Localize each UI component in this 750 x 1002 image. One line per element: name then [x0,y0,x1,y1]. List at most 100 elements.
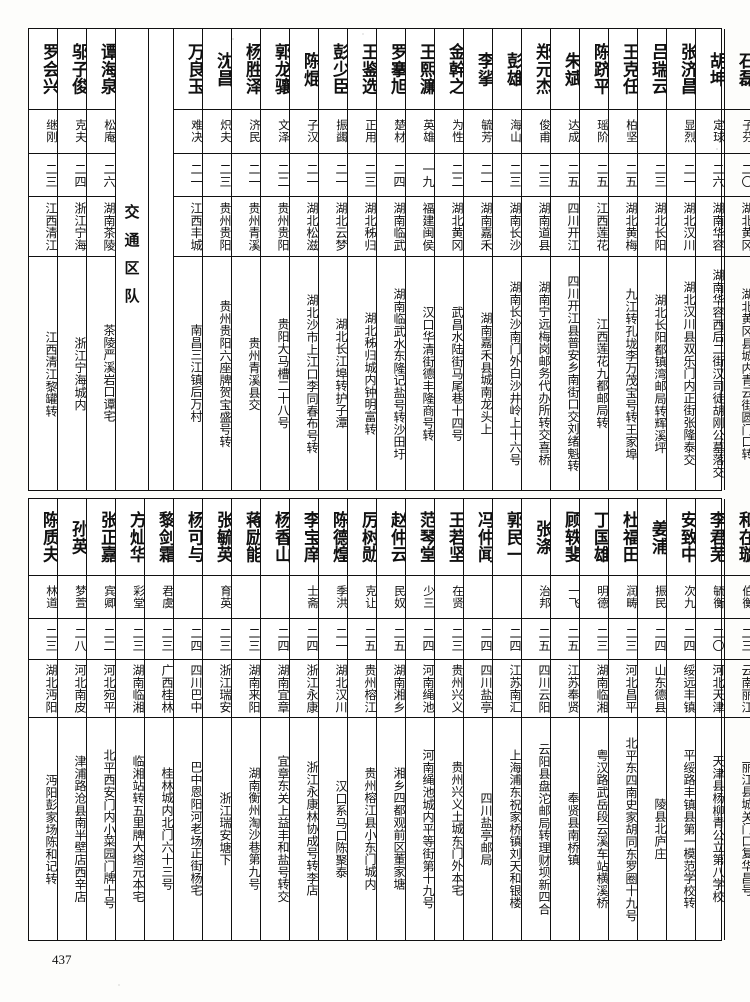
roster-column[interactable]: 顾轶斐 一飞 二五 江苏奉贤 奉贤县南桥镇 [551,499,580,940]
roster-column[interactable]: 邬子俊 克夫 二四 浙江宁海 浙江宁海城内 [58,29,87,490]
roster-column[interactable]: 和在璇 伯衡 二三 云南丽江 丽江县城关门口复华昌号 [725,499,750,940]
roster-table-top: 罗会兴 继刚 二三 江西清江 江西清江黎罐转 邬子俊 克夫 二四 浙江宁海 浙江宁海城内 谭海泉 松庵… [28,28,750,491]
cell-alias: 明德 [580,576,608,619]
roster-column[interactable]: 王熙濂 英雄 一九 福建闽侯 汉口华清街德丰隆商号转 [406,29,435,490]
cell-alias: 君虞 [145,576,173,619]
cell-name: 和在璇 [725,499,750,577]
cell-age: 二三 [580,619,608,661]
roster-column[interactable]: 杨胜泽 济民 二一 贵州青溪 贵州青溪县交 [232,29,261,490]
cell-age: 二二 [87,619,115,661]
roster-column[interactable]: 李挲 毓芳 二一 湖南嘉禾 湖南嘉禾县城南龙头上 [464,29,493,490]
roster-column[interactable]: 万良玉 难决 二一 江西丰城 南昌三江镇后万村 [174,29,203,490]
cell-alias: 为性 [435,110,463,154]
cell-name: 郑元杰 [522,29,550,110]
cell-address: 九江转孔垅李万茂宝号转王家埠 [624,287,637,460]
cell-address: 湖南长沙南门外白沙井岭上十六号 [508,281,521,466]
roster-column[interactable]: 黎剑霜 君虞 二三 广西桂林 桂林城内北门六十三号 [145,499,174,940]
cell-age: 二五 [551,619,579,661]
cell-origin: 湖南华容 [696,197,724,258]
cell-name: 金幹之 [435,29,463,110]
roster-column[interactable]: 郭民一 二四 江苏南汇 上海浦东祝家桥镇刘天和银楼 [493,499,522,940]
roster-column[interactable]: 张济昌 显烈 二一 湖北汉川 湖北汉川县双乐门内正街张隆泰交 [667,29,696,490]
cell-age: 二三 [29,619,57,661]
roster-column[interactable]: 厉树勋 克让 二五 贵州榕江 贵州榕江县小东门城内 [348,499,377,940]
roster-column[interactable]: 丁国雄 明德 二三 湖南临湘 粤汉路武岳段云溪车站横溪桥 [580,499,609,940]
roster-column[interactable]: 杨可与 二四 四川巴中 巴中恩阳河老场正街杨宅 [174,499,203,940]
roster-column[interactable]: 王克任 柏坚 二五 湖北黄梅 九江转孔垅李万茂宝号转王家埠 [609,29,638,490]
roster-column[interactable]: 罗搴旭 楚材 二四 湖南临武 湖南临武水东隆记盐号转沙田圩 [377,29,406,490]
roster-column[interactable]: 李宝庠 士斋 二四 浙江永康 浙江永康林协成号转李店 [290,499,319,940]
cell-origin: 湖南来阳 [232,660,260,718]
cell-age: 二四 [667,619,695,661]
cell-name: 丁国雄 [580,499,608,577]
cell-alias: 毓芳 [464,110,492,154]
cell-origin: 湖南临湘 [116,660,144,718]
roster-column[interactable]: 冯仲闻 二四 四川盐亭 四川盐亭邮局 [464,499,493,940]
roster-column[interactable]: 张毓英 育英 二三 浙江瑞安 浙江瑞安塘下 [203,499,232,940]
cell-alias: 少三 [406,576,434,619]
cell-origin: 湖南湘乡 [377,660,405,718]
roster-column[interactable]: 彭雄 海山 二三 湖南长沙 湖南长沙南门外白沙井岭上十六号 [493,29,522,490]
roster-column[interactable]: 朱斌 达成 二五 四川开江 四川开江县普安乡南街口交刘绪魁转 [551,29,580,490]
roster-column[interactable]: 杨香山 二四 湖南宜章 宜章东关上益丰和盐号转交 [261,499,290,940]
cell-alias: 在贤 [435,576,463,619]
cell-address: 平绥路丰镇县第一模范学校转 [682,748,695,909]
roster-column[interactable]: 方灿华 彩堂 二三 湖南临湘 临湘站转五里牌大塔元本宅 [116,499,145,940]
cell-name: 张济昌 [667,29,695,110]
roster-column[interactable]: 赵仲云 民奴 二五 湖南湘乡 湘乡四都观前区董家塘 [377,499,406,940]
roster-column[interactable]: 安致中 次九 二四 绥远丰镇 平绥路丰镇县第一模范学校转 [667,499,696,940]
roster-column[interactable]: 杜福田 润畴 二三 河北昌平 北平东四南史家胡同东罗圈十九号 [609,499,638,940]
cell-origin: 贵州兴义 [435,660,463,718]
roster-column[interactable]: 郭龙骧 文泽 二二 贵州贵阳 贵阳大马槽二十八号 [261,29,290,490]
cell-origin: 湖北汉川 [667,197,695,258]
roster-column[interactable]: 王若坚 在贤 二三 贵州兴义 贵州兴义土城东门外本宅 [435,499,464,940]
roster-column[interactable]: 陈德煌 季洪 二一 湖北汉川 汉口系马口陈聚泰 [319,499,348,940]
cell-age: 二三 [203,154,231,198]
roster-column[interactable]: 范琴堂 少三 二四 河南绳池 河南绳池城内平等街第十九号 [406,499,435,940]
cell-name: 顾轶斐 [551,499,579,577]
cell-origin: 湖北汉川 [319,660,347,718]
cell-origin: 浙江瑞安 [203,660,231,718]
cell-alias: 炽夫 [203,110,231,154]
roster-column[interactable]: 陈质夫 林道 二三 湖北沔阳 沔阳彭家场陈和记转 [29,499,58,940]
roster-column[interactable]: 彭少臣 振蠲 二一 湖北云梦 湖北长江埠转护子潭 [319,29,348,490]
roster-column[interactable]: 胡坤 定球 二六 湖南华容 湖南华容西后二街汉司徒胡刚公墓落交 [696,29,725,490]
cell-origin: 浙江永康 [290,660,318,718]
cell-alias: 正用 [348,110,376,154]
roster-column[interactable]: 郑元杰 俊甫 二三 湖南道县 湖南宁远梅岗邮务代办所转交喜桥 [522,29,551,490]
roster-column[interactable]: 石磊 子芬 二〇 湖北黄冈 湖北黄冈县城内青云街圆门口转 [725,29,750,490]
cell-origin: 四川巴中 [174,660,202,718]
cell-age: 二五 [522,619,550,661]
roster-column[interactable]: 张正嘉 宾卿 二二 河北宛平 北平西安门内小菜园门牌十号 [87,499,116,940]
cell-address: 湖北秭归城内钟明富转 [363,312,376,436]
cell-age: 二四 [58,154,86,198]
roster-column[interactable]: 吕瑞云 二三 湖北长阳 湖北长阳都镇湾邮局转辉溪坪 [638,29,667,490]
roster-column[interactable]: 姜浦 振民 二四 山东德县 陵县北庐庄 [638,499,667,940]
roster-column[interactable]: 李君芜 毓衡 二〇 河北天津 天津县杨柳青公立第八学校 [696,499,725,940]
cell-address: 江西莲花九都邮局转 [595,318,608,429]
cell-age: 二四 [174,619,202,661]
cell-age: 一九 [406,154,434,198]
cell-address: 汉口华清街德丰隆商号转 [421,305,434,442]
roster-column[interactable]: 金幹之 为性 二二 湖北黄冈 武昌水陆街马尾巷十四号 [435,29,464,490]
roster-column[interactable]: 王鉴选 正用 二三 湖北秭归 湖北秭归城内钟明富转 [348,29,377,490]
roster-column[interactable]: 罗会兴 继刚 二三 江西清江 江西清江黎罐转 [29,29,58,490]
roster-column[interactable]: 蒋励能 二三 湖南来阳 湖南衡州淘沙巷第九号 [232,499,261,940]
roster-column[interactable]: 孙英 梦萱 二八 河北南皮 津浦路沧县南半壁店西辛店 [58,499,87,940]
roster-column[interactable]: 谭海泉 松庵 二六 湖南茶陵 茶陵严溪岩口谭宅 [87,29,116,490]
roster-column[interactable]: 沈昌 炽夫 二三 贵州贵阳 贵州贵阳六座牌贺宝盛号转 [203,29,232,490]
cell-age: 二三 [116,619,144,661]
cell-name: 吕瑞云 [638,29,666,110]
cell-origin: 江苏南汇 [493,660,521,718]
cell-age: 二五 [609,154,637,198]
cell-address: 贵阳大马槽二十八号 [276,318,289,429]
cell-origin: 四川开江 [551,197,579,258]
cell-alias [174,576,202,619]
roster-column[interactable]: 陈焜 子汉 二一 湖北松滋 湖北沙市上江口李同春布号转 [290,29,319,490]
cell-age: 二一 [290,154,318,198]
roster-column[interactable]: 陈跻平 瑶阶 二五 江西莲花 江西莲花九都邮局转 [580,29,609,490]
cell-name: 王克任 [609,29,637,110]
roster-column[interactable]: 张涤 治邦 二五 四川云阳 云阳县盘沱邮局转理财坝新四合 [522,499,551,940]
cell-alias: 毓衡 [696,576,724,619]
